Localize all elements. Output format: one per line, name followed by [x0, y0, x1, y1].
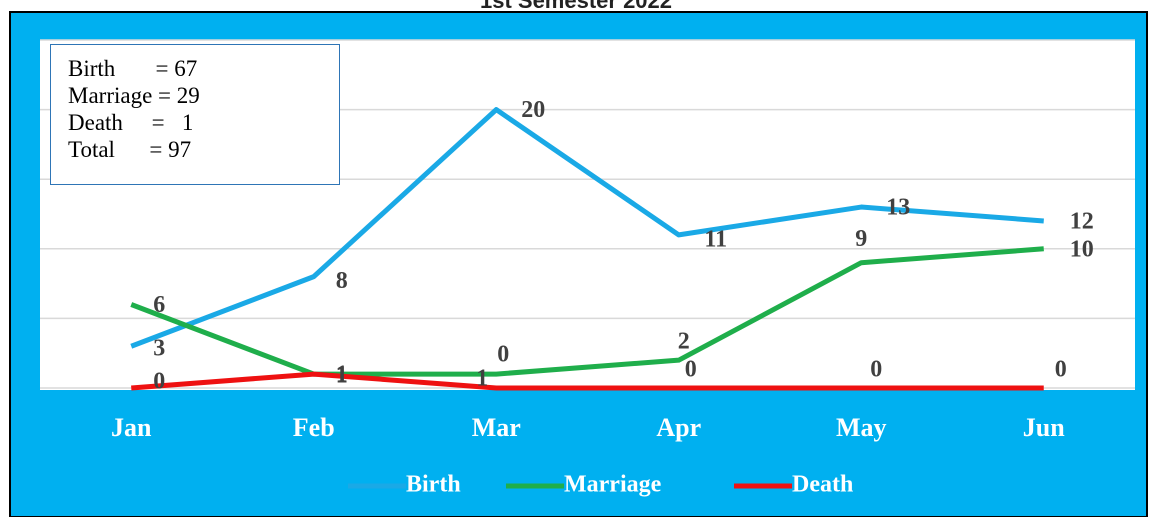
data-label: 13	[886, 195, 910, 221]
data-label: 12	[1070, 208, 1094, 234]
data-label: 8	[336, 268, 348, 294]
data-label: 1	[476, 366, 488, 392]
summary-line: Death = 1	[68, 110, 194, 135]
x-tick-label: Jan	[111, 413, 152, 442]
data-label: 3	[153, 336, 165, 362]
data-label: 0	[153, 369, 165, 395]
series-line	[130, 246, 1044, 377]
data-label: 1	[336, 363, 348, 389]
data-label: 10	[1070, 236, 1094, 262]
legend-label: Death	[792, 472, 853, 498]
data-label: 9	[855, 226, 867, 252]
data-label: 11	[704, 226, 727, 252]
x-tick-label: May	[836, 413, 887, 442]
x-tick-label: Apr	[656, 413, 701, 442]
data-label: 0	[497, 342, 509, 368]
chart-title: 1st Semester 2022	[480, 0, 672, 13]
data-label: 1	[336, 362, 348, 388]
x-tick-label: Mar	[472, 413, 521, 442]
series-line	[131, 371, 1044, 391]
data-label: 0	[870, 357, 882, 383]
data-label: 2	[678, 329, 690, 355]
legend-label: Marriage	[564, 472, 662, 498]
data-label: 6	[153, 292, 165, 318]
legend-label: Birth	[406, 472, 461, 498]
series-line	[130, 107, 1044, 349]
x-tick-label: Feb	[293, 413, 335, 442]
data-label: 20	[521, 97, 545, 123]
data-label: 0	[685, 357, 697, 383]
data-label: 0	[1055, 357, 1067, 383]
x-tick-label: Jun	[1023, 413, 1065, 442]
summary-line: Birth = 67	[68, 56, 198, 81]
summary-line: Marriage = 29	[68, 83, 200, 108]
summary-box: Birth = 67 Marriage = 29 Death = 1 Total = …	[50, 44, 340, 185]
summary-line: Total = 97	[68, 137, 192, 162]
